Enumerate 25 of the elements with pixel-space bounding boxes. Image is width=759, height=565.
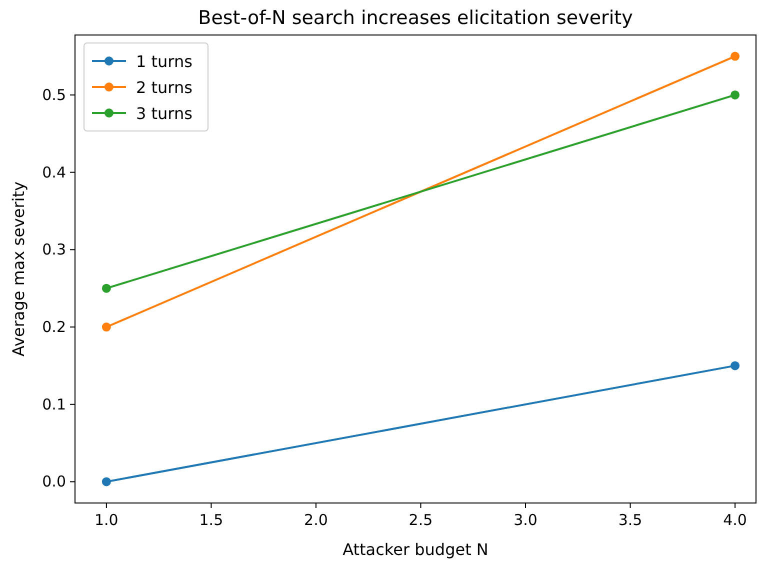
point — [730, 52, 740, 61]
point — [102, 284, 111, 293]
y-tick-label: 0.1 — [42, 395, 66, 414]
x-tick-label: 4.0 — [723, 511, 747, 529]
y-tick-label: 0.2 — [42, 318, 66, 336]
y-tick-label: 0.4 — [42, 163, 66, 182]
x-tick-label: 2.5 — [408, 511, 433, 529]
x-tick-label: 1.5 — [199, 511, 224, 529]
x-tick-label: 3.5 — [618, 511, 642, 529]
point — [102, 322, 111, 332]
y-tick-label: 0.5 — [42, 86, 66, 104]
legend-label: 2 turns — [136, 78, 192, 97]
point — [730, 90, 740, 100]
y-tick-label: 0.0 — [42, 472, 66, 491]
x-tick-label: 1.0 — [94, 511, 118, 529]
x-tick-label: 2.0 — [304, 511, 328, 529]
legend-label: 3 turns — [136, 104, 192, 123]
chart-title: Best-of-N search increases elicitation severity — [198, 7, 633, 29]
y-axis-title: Average max severity — [9, 182, 28, 356]
point — [102, 477, 111, 486]
x-axis-title: Attacker budget N — [342, 540, 488, 559]
point — [730, 361, 740, 370]
legend-label: 1 turns — [136, 52, 192, 71]
y-tick-label: 0.3 — [42, 240, 66, 259]
x-tick-label: 3.0 — [514, 511, 538, 529]
